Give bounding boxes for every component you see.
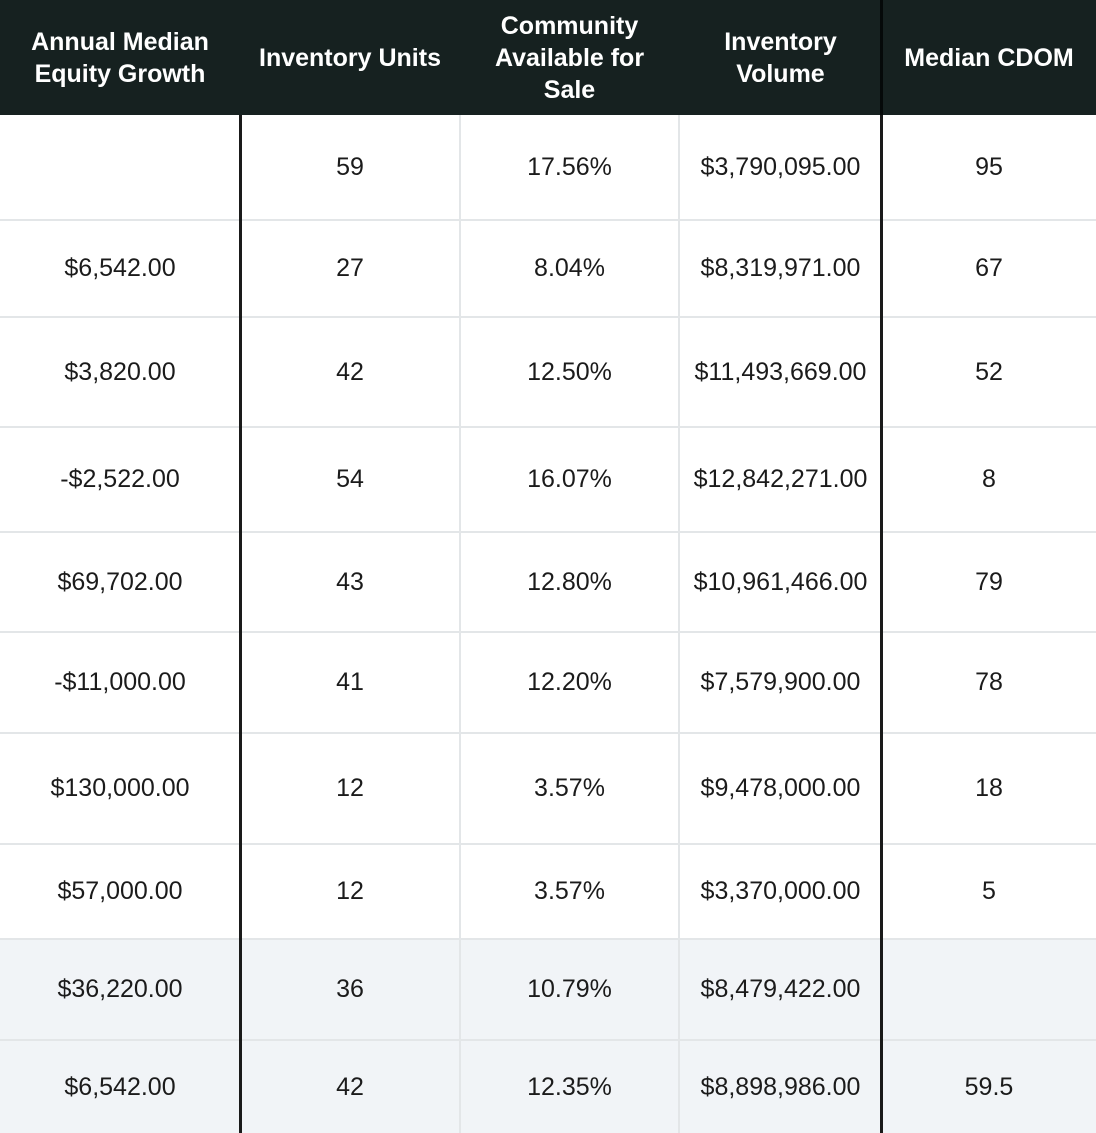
header-inventory-volume[interactable]: Inventory Volume [724, 27, 837, 88]
cell-inventory-units: 27 [336, 254, 364, 282]
cell-median-cdom: 95 [975, 152, 1003, 181]
cell-inventory-units: 12 [336, 774, 364, 802]
cell-annual-median-equity-growth: $6,542.00 [64, 254, 176, 282]
cell-community-available-for-sale: 8.04% [534, 254, 605, 282]
cell-inventory-units: 59 [336, 152, 364, 181]
table-row: $6,542.00 42 12.35% $8,898,986.00 59.5 [0, 1041, 1096, 1133]
cell-median-cdom: 52 [975, 357, 1003, 386]
table-row: $36,220.00 36 10.79% $8,479,422.00 [0, 940, 1096, 1041]
table-row: 59 17.56% $3,790,095.00 95 [0, 115, 1096, 221]
cell-median-cdom: 5 [982, 877, 996, 905]
cell-inventory-units: 41 [336, 668, 364, 696]
cell-median-cdom [882, 940, 1096, 1039]
cell-annual-median-equity-growth: -$2,522.00 [60, 465, 180, 493]
cell-annual-median-equity-growth: $6,542.00 [64, 1072, 176, 1101]
header-annual-median-equity-growth[interactable]: Annual Median Equity Growth [31, 27, 209, 88]
cell-inventory-units: 12 [336, 877, 364, 905]
column-divider [880, 115, 883, 1133]
cell-inventory-volume: $7,579,900.00 [700, 668, 861, 696]
cell-annual-median-equity-growth: $69,702.00 [57, 567, 183, 596]
cell-median-cdom: 18 [975, 774, 1003, 802]
cell-community-available-for-sale: 12.80% [527, 567, 612, 596]
cell-inventory-volume: $8,898,986.00 [700, 1072, 861, 1101]
cell-inventory-units: 42 [336, 1072, 364, 1101]
cell-inventory-volume: $12,842,271.00 [693, 465, 868, 493]
column-divider [459, 115, 461, 1133]
cell-inventory-volume: $8,479,422.00 [700, 975, 861, 1003]
table-row: $130,000.00 12 3.57% $9,478,000.00 18 [0, 734, 1096, 845]
header-divider [880, 0, 883, 115]
cell-annual-median-equity-growth [0, 115, 240, 219]
cell-community-available-for-sale: 12.50% [527, 357, 612, 386]
table-header: Annual Median Equity Growth Inventory Un… [0, 0, 1096, 115]
cell-annual-median-equity-growth: $57,000.00 [57, 877, 183, 905]
cell-inventory-volume: $3,370,000.00 [700, 877, 861, 905]
table-row: $6,542.00 27 8.04% $8,319,971.00 67 [0, 221, 1096, 318]
cell-annual-median-equity-growth: $130,000.00 [50, 774, 190, 802]
table-row: $3,820.00 42 12.50% $11,493,669.00 52 [0, 318, 1096, 428]
cell-median-cdom: 59.5 [964, 1072, 1014, 1101]
cell-inventory-volume: $9,478,000.00 [700, 774, 861, 802]
cell-inventory-units: 42 [336, 357, 364, 386]
cell-median-cdom: 78 [975, 668, 1003, 696]
cell-community-available-for-sale: 16.07% [527, 465, 612, 493]
table-row: $57,000.00 12 3.57% $3,370,000.00 5 [0, 845, 1096, 940]
cell-inventory-volume: $11,493,669.00 [694, 357, 867, 386]
cell-inventory-units: 54 [336, 465, 364, 493]
cell-community-available-for-sale: 12.35% [527, 1072, 612, 1101]
cell-inventory-units: 36 [336, 975, 364, 1003]
header-inventory-units[interactable]: Inventory Units [259, 43, 441, 72]
cell-community-available-for-sale: 17.56% [527, 152, 612, 181]
header-community-available-for-sale[interactable]: Community Available for Sale [494, 11, 645, 104]
column-divider [239, 115, 242, 1133]
cell-inventory-units: 43 [336, 567, 364, 596]
cell-median-cdom: 79 [975, 567, 1003, 596]
cell-inventory-volume: $10,961,466.00 [693, 567, 868, 596]
cell-community-available-for-sale: 3.57% [534, 774, 605, 802]
table-row: -$2,522.00 54 16.07% $12,842,271.00 8 [0, 428, 1096, 533]
header-median-cdom[interactable]: Median CDOM [904, 43, 1074, 72]
cell-median-cdom: 8 [982, 465, 996, 493]
cell-inventory-volume: $3,790,095.00 [700, 152, 861, 181]
cell-community-available-for-sale: 3.57% [534, 877, 605, 905]
column-divider [678, 115, 680, 1133]
table-row: -$11,000.00 41 12.20% $7,579,900.00 78 [0, 633, 1096, 734]
cell-community-available-for-sale: 12.20% [527, 668, 612, 696]
cell-community-available-for-sale: 10.79% [527, 975, 612, 1003]
table-row: $69,702.00 43 12.80% $10,961,466.00 79 [0, 533, 1096, 633]
cell-annual-median-equity-growth: $36,220.00 [57, 975, 183, 1003]
cell-annual-median-equity-growth: $3,820.00 [64, 357, 176, 386]
cell-annual-median-equity-growth: -$11,000.00 [54, 668, 186, 696]
cell-median-cdom: 67 [975, 254, 1003, 282]
cell-inventory-volume: $8,319,971.00 [700, 254, 861, 282]
